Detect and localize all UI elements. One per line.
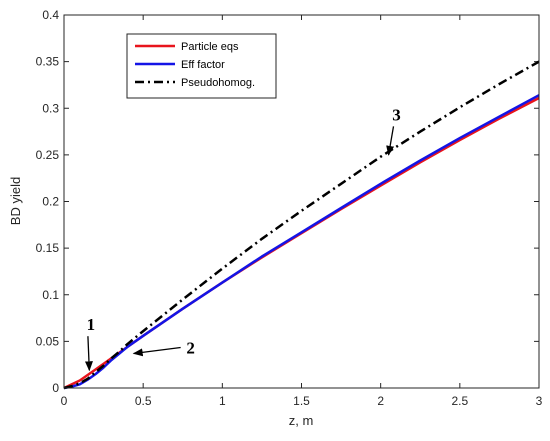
y-tick-label: 0 — [52, 381, 59, 395]
annotation-label-1: 1 — [87, 315, 96, 334]
x-tick-label: 2 — [377, 394, 384, 408]
annotation-label-2: 2 — [186, 338, 195, 357]
annotation-arrow-3 — [386, 126, 395, 156]
x-tick-label: 0 — [61, 394, 68, 408]
y-tick-label: 0.25 — [36, 148, 60, 162]
legend-label-3: Pseudohomog. — [181, 77, 255, 89]
series-line-3 — [63, 60, 540, 390]
x-tick-label: 3 — [536, 394, 543, 408]
y-axis-label: BD yield — [8, 177, 23, 225]
y-tick-label: 0.1 — [42, 288, 59, 302]
annotation-label-3: 3 — [392, 105, 401, 124]
annotation-arrow-2 — [132, 346, 181, 357]
y-tick-label: 0.35 — [36, 55, 60, 69]
y-tick-label: 0.15 — [36, 241, 60, 255]
y-tick-label: 0.2 — [42, 195, 59, 209]
x-tick-label: 0.5 — [135, 394, 152, 408]
legend-label-2: Eff factor — [181, 59, 225, 71]
y-tick-label: 0.4 — [42, 8, 59, 22]
x-tick-label: 1 — [219, 394, 226, 408]
legend-label-1: Particle eqs — [181, 41, 239, 53]
y-tick-label: 0.05 — [36, 334, 60, 348]
x-tick-label: 2.5 — [451, 394, 468, 408]
y-tick-label: 0.3 — [42, 101, 59, 115]
x-axis-label: z, m — [289, 413, 314, 428]
x-tick-label: 1.5 — [293, 394, 310, 408]
legend-box — [126, 33, 277, 99]
plot-frame — [63, 14, 540, 389]
annotation-arrow-1 — [84, 336, 93, 372]
